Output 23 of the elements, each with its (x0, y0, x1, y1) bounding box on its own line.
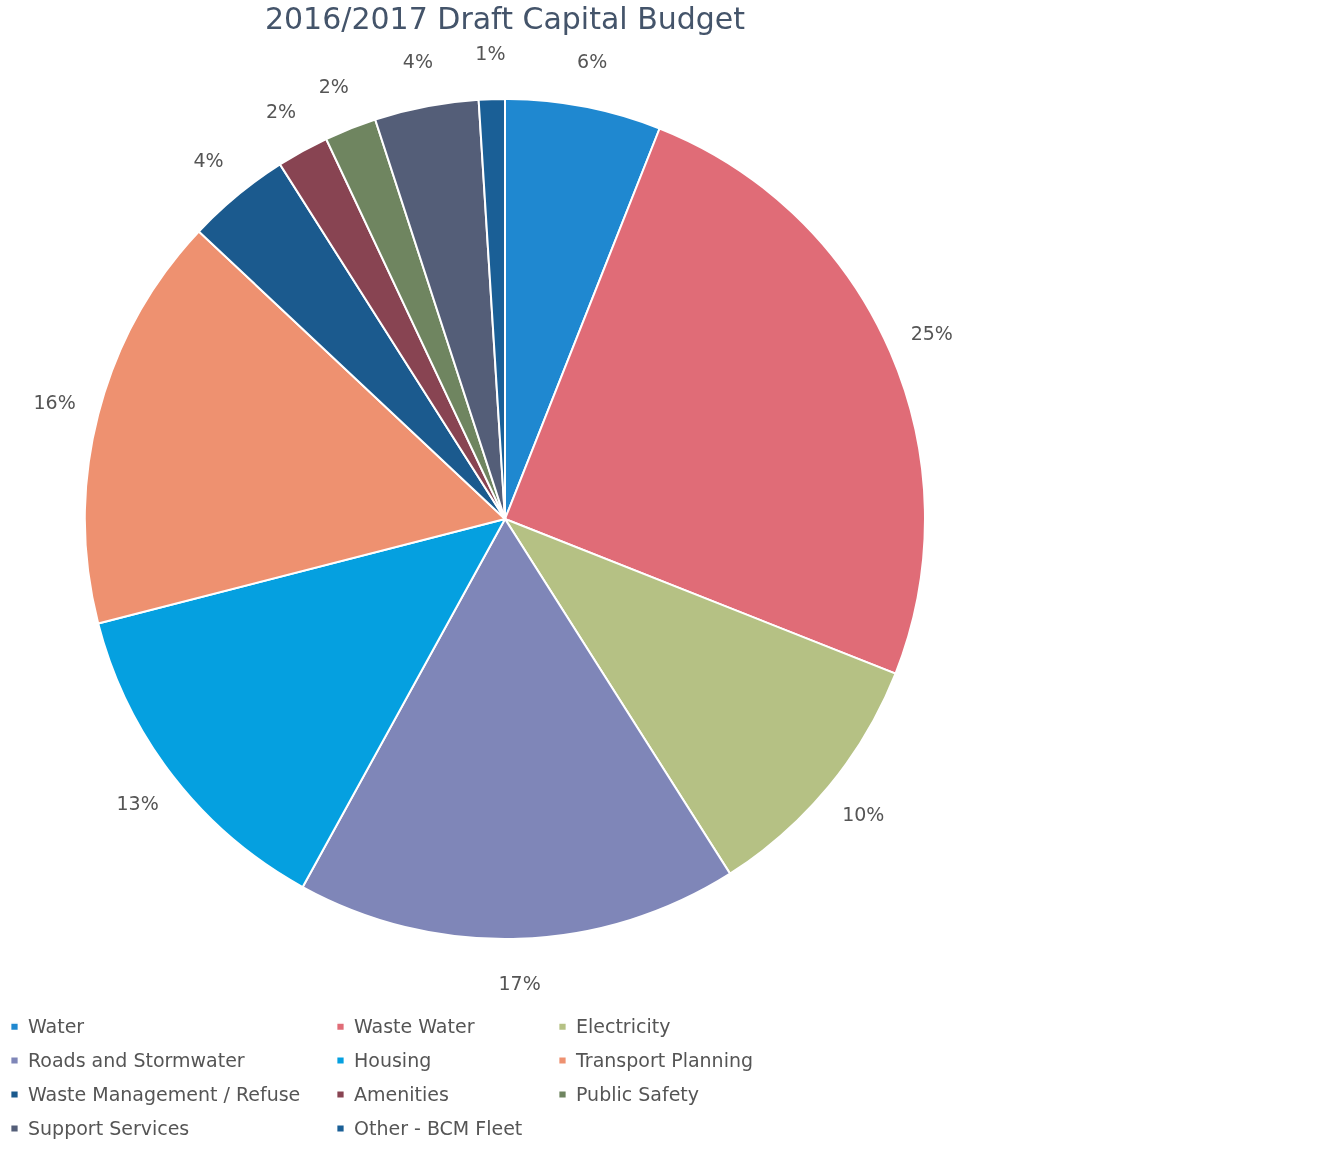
legend-label: Waste Management / Refuse (28, 1082, 301, 1105)
chart-title: 2016/2017 Draft Capital Budget (264, 1, 746, 36)
legend-label: Housing (354, 1048, 432, 1071)
data-label: 4% (402, 50, 433, 73)
data-label: 1% (475, 42, 506, 65)
legend-label: Amenities (354, 1082, 449, 1105)
legend-label: Other - BCM Fleet (354, 1116, 523, 1139)
legend-label: Support Services (28, 1116, 190, 1139)
legend-label: Electricity (576, 1014, 671, 1037)
legend-label: Public Safety (576, 1082, 700, 1105)
legend-label: Roads and Stormwater (28, 1048, 245, 1071)
data-label: 13% (116, 792, 159, 814)
data-label: 2% (318, 74, 349, 97)
data-label: 17% (498, 971, 541, 994)
data-label: 25% (910, 322, 953, 345)
data-label: 2% (265, 99, 297, 122)
legend-label: Transport Planning (575, 1048, 754, 1071)
data-label: 16% (33, 391, 76, 414)
data-label: 4% (193, 148, 224, 171)
data-label: 10% (842, 803, 885, 826)
legend-label: Water (28, 1014, 85, 1037)
data-label: 6% (577, 50, 608, 73)
legend-label: Waste Water (354, 1014, 475, 1037)
